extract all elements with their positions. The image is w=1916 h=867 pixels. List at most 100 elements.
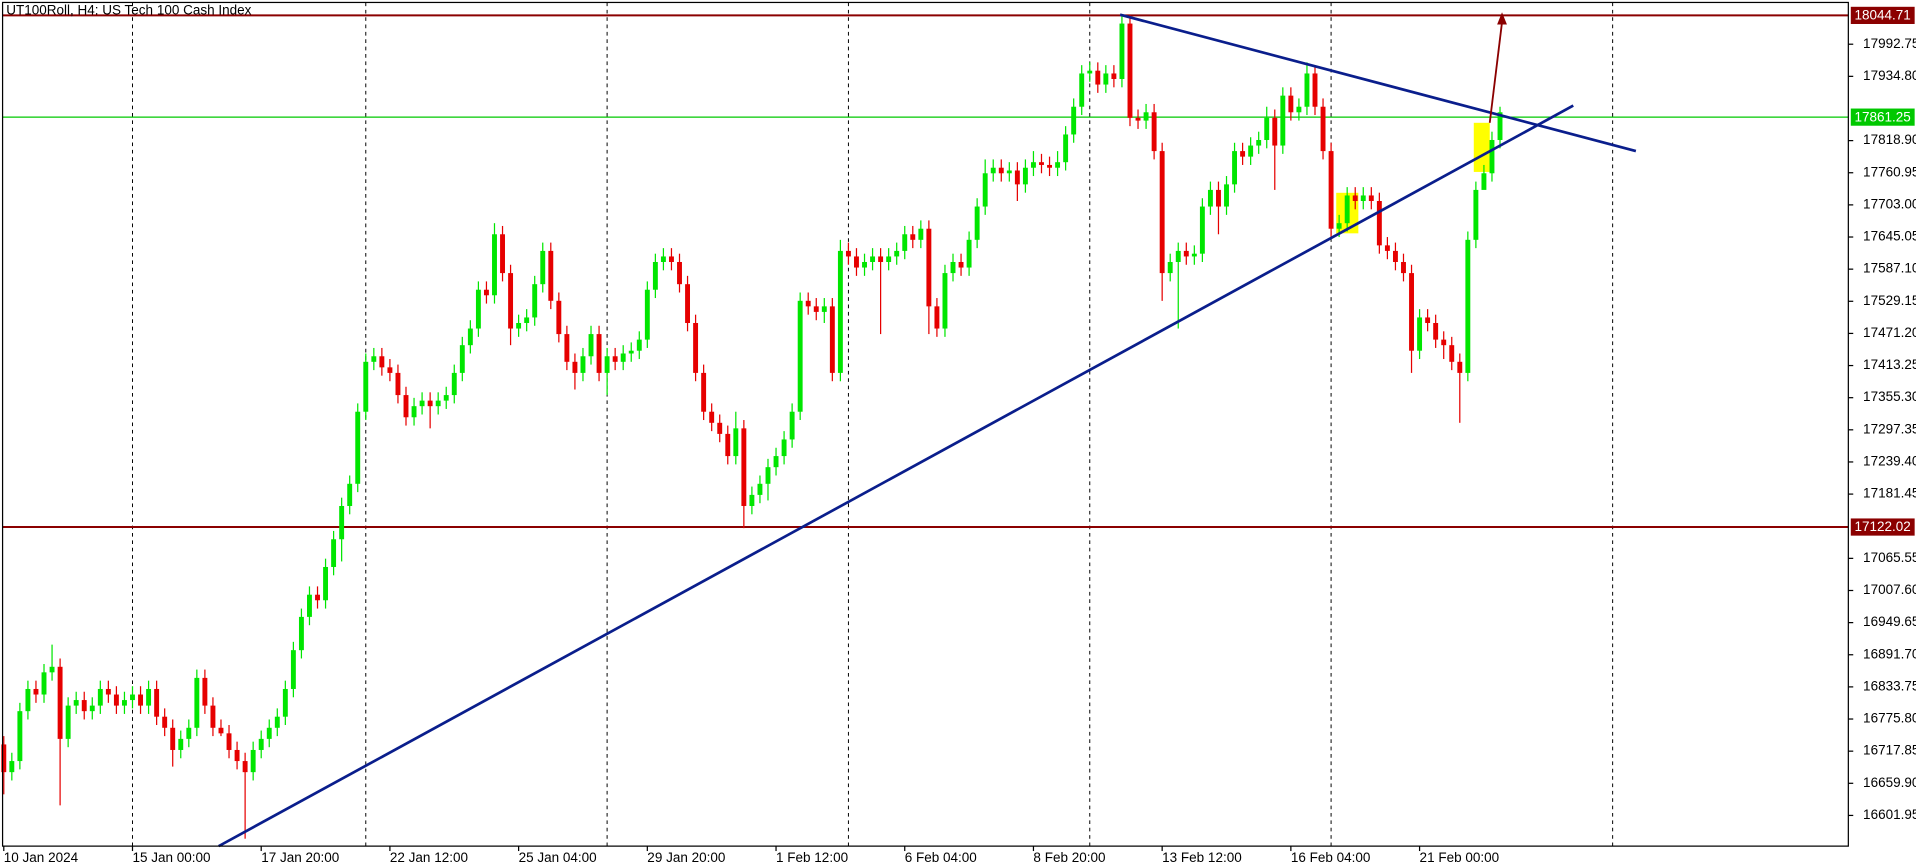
candle-body xyxy=(387,367,393,373)
candle-body xyxy=(41,672,47,695)
candle-body xyxy=(1449,345,1455,362)
plot-frame xyxy=(1,1,1849,847)
candle-body xyxy=(1425,317,1431,323)
y-tick-label: 16601.95 xyxy=(1863,807,1916,822)
candle-body xyxy=(210,705,216,728)
candle-body xyxy=(990,167,996,174)
candle-body xyxy=(966,239,972,268)
candle-body xyxy=(1079,73,1085,107)
candle-body xyxy=(339,505,345,540)
candle-body xyxy=(121,700,127,706)
candle-body xyxy=(1328,151,1334,229)
x-tick-label: 6 Feb 04:00 xyxy=(905,850,977,865)
candle-body xyxy=(620,353,626,362)
candle-body xyxy=(741,428,747,506)
y-tick-label: 17645.05 xyxy=(1863,229,1916,244)
candle-body xyxy=(1497,112,1503,141)
candle-body xyxy=(540,250,546,285)
x-tick-label: 17 Jan 20:00 xyxy=(261,850,339,865)
candle-body xyxy=(403,395,409,418)
y-tick-label: 17529.15 xyxy=(1863,293,1916,308)
candle-body xyxy=(564,334,570,362)
candle-body xyxy=(516,322,522,329)
candle-body xyxy=(725,433,731,457)
candle-body xyxy=(1030,162,1036,168)
candle-body xyxy=(556,300,562,335)
candle-body xyxy=(1409,273,1414,351)
candle-body xyxy=(1441,339,1447,346)
candle-body xyxy=(1143,112,1149,121)
candle-body xyxy=(315,594,320,601)
resistance-trendline xyxy=(1119,13,1637,153)
candle-body xyxy=(443,395,449,401)
candle-body xyxy=(1,744,7,773)
candle-body xyxy=(1022,167,1028,185)
candle-body xyxy=(33,688,39,695)
candle-body xyxy=(323,566,329,601)
y-tick-label: 16717.85 xyxy=(1863,743,1916,758)
candle-body xyxy=(1224,184,1229,207)
candle-body xyxy=(250,749,256,773)
candle-body xyxy=(1320,106,1326,152)
candle-body xyxy=(1240,151,1246,157)
level-label: 17122.02 xyxy=(1854,519,1910,534)
candle-body xyxy=(274,716,280,728)
candle-body xyxy=(612,356,618,362)
candle-body xyxy=(918,228,924,240)
candle-body xyxy=(395,372,401,396)
candle-body xyxy=(483,289,489,296)
y-tick-label: 17413.25 xyxy=(1863,357,1916,372)
candle-body xyxy=(1047,164,1052,168)
candle-body xyxy=(49,666,55,673)
y-tick-label: 17760.95 xyxy=(1863,164,1916,179)
candle-body xyxy=(57,666,63,739)
candle-body xyxy=(1417,317,1423,351)
candle-body xyxy=(17,711,23,762)
candle-body xyxy=(677,261,682,285)
candle-body xyxy=(178,738,184,750)
candle-body xyxy=(1111,73,1117,80)
candle-body xyxy=(1191,253,1197,257)
candle-body xyxy=(170,727,176,750)
candle-body xyxy=(81,700,87,712)
candle-body xyxy=(234,749,240,762)
x-tick-label: 25 Jan 04:00 xyxy=(519,850,597,865)
candle-body xyxy=(427,400,433,407)
x-tick-label: 10 Jan 2024 xyxy=(4,850,79,865)
candle-body xyxy=(202,677,208,706)
levels-layer xyxy=(2,14,1849,529)
candles-layer xyxy=(1,15,1503,839)
candle-body xyxy=(982,173,988,207)
candle-body xyxy=(1352,195,1358,202)
candle-body xyxy=(862,261,867,268)
candle-body xyxy=(105,688,111,695)
y-tick-label: 16775.80 xyxy=(1863,711,1916,726)
candle-body xyxy=(1207,189,1213,207)
candle-body xyxy=(596,334,602,373)
candle-body xyxy=(467,328,473,346)
candle-body xyxy=(1087,70,1093,74)
level-label-box xyxy=(1850,108,1915,126)
candle-body xyxy=(266,727,272,739)
candle-body xyxy=(1272,117,1278,146)
candle-body xyxy=(194,677,200,728)
candle-body xyxy=(97,688,103,706)
candle-body xyxy=(500,234,505,274)
candle-body xyxy=(162,716,168,728)
candle-body xyxy=(813,306,819,312)
candle-body xyxy=(837,250,843,373)
candle-body xyxy=(138,694,143,706)
candle-body xyxy=(1216,189,1221,207)
candle-body xyxy=(644,289,650,340)
candle-body xyxy=(1368,195,1374,202)
candle-body xyxy=(781,439,787,457)
y-tick-label: 17065.55 xyxy=(1863,550,1916,565)
candle-body xyxy=(652,261,658,290)
candle-body xyxy=(379,356,385,368)
candle-body xyxy=(25,688,31,712)
candle-body xyxy=(451,372,457,396)
x-tick-label: 21 Feb 00:00 xyxy=(1420,850,1500,865)
candle-body xyxy=(1465,239,1471,373)
